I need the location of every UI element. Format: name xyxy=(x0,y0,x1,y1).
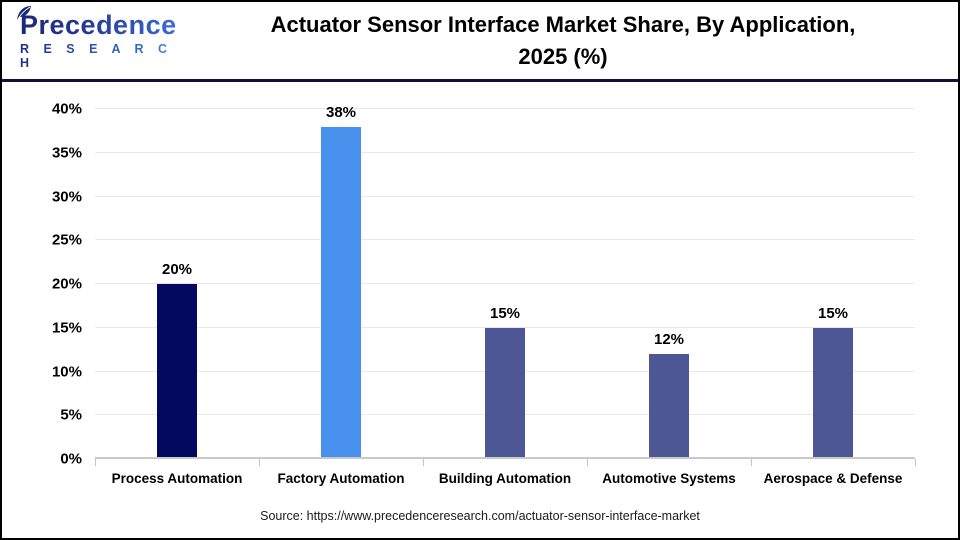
bar-value-label: 15% xyxy=(817,304,849,322)
header-divider xyxy=(2,79,958,82)
logo-wordmark: Precedence xyxy=(20,9,177,40)
bar-column: 20% xyxy=(95,109,259,459)
y-tick-label: 30% xyxy=(51,188,82,205)
y-tick-label: 25% xyxy=(51,231,82,249)
bar-value-label: 12% xyxy=(653,331,685,348)
gridline xyxy=(95,195,915,197)
brand-logo: Precedence R E S E A R C H xyxy=(16,5,186,70)
logo-subtitle: R E S E A R C H xyxy=(20,42,186,70)
bar: 38% xyxy=(321,104,361,459)
category-label: Automotive Systems xyxy=(602,471,736,486)
plot-area: 0% 5% 10% 15% 20% 25% 30% 35% 40% 20% 38% 15% 12% 15% xyxy=(52,101,916,468)
y-tick-label: 15% xyxy=(51,319,82,337)
header: Precedence R E S E A R C H Actuator Sens… xyxy=(2,2,958,79)
x-axis-labels: Process Automation Factory Automation Buil… xyxy=(95,471,915,486)
category-label: Aerospace & Defense xyxy=(763,471,903,486)
x-axis-tick xyxy=(751,459,752,466)
leaf-icon xyxy=(16,5,32,26)
y-tick-label: 20% xyxy=(51,275,82,293)
gridline xyxy=(95,283,915,284)
gridline xyxy=(95,108,915,109)
bar-column: 12% xyxy=(587,109,751,459)
bar: 12% xyxy=(649,331,689,459)
x-axis-line xyxy=(95,457,915,459)
chart-title-line2: 2025 (%) xyxy=(518,43,608,69)
bar-value-label: 15% xyxy=(489,304,521,322)
y-tick-label: 35% xyxy=(51,144,82,162)
category-label: Process Automation xyxy=(111,471,243,486)
x-axis-tick xyxy=(259,459,260,466)
bar-column: 38% xyxy=(259,104,423,459)
gridline xyxy=(95,239,915,241)
x-axis-tick xyxy=(915,459,916,466)
y-tick-label: 40% xyxy=(51,100,82,118)
x-axis-tick xyxy=(587,459,588,466)
gridline xyxy=(95,151,915,153)
bar-value-label: 20% xyxy=(161,261,193,278)
bar-column: 15% xyxy=(751,109,915,459)
y-tick-label: 0% xyxy=(60,450,82,468)
chart-title: Actuator Sensor Interface Market Share, … xyxy=(186,9,948,73)
gridline xyxy=(95,326,915,328)
bar-column: 15% xyxy=(423,109,587,459)
chart-title-line1: Actuator Sensor Interface Market Share, … xyxy=(270,11,856,37)
bars-container: 20% 38% 15% 12% 15% xyxy=(95,104,915,459)
source-note: Source: https://www.precedenceresearch.c… xyxy=(260,509,700,523)
x-axis-tick xyxy=(95,459,96,466)
y-tick-label: 10% xyxy=(51,363,82,380)
y-tick-label: 5% xyxy=(60,406,82,424)
category-label: Factory Automation xyxy=(277,471,405,486)
bar-value-label: 38% xyxy=(325,103,357,121)
category-label: Building Automation xyxy=(438,471,572,486)
x-axis-tick xyxy=(423,459,424,466)
bar: 20% xyxy=(157,261,197,459)
bar: 15% xyxy=(813,305,853,459)
bar: 15% xyxy=(485,305,525,459)
